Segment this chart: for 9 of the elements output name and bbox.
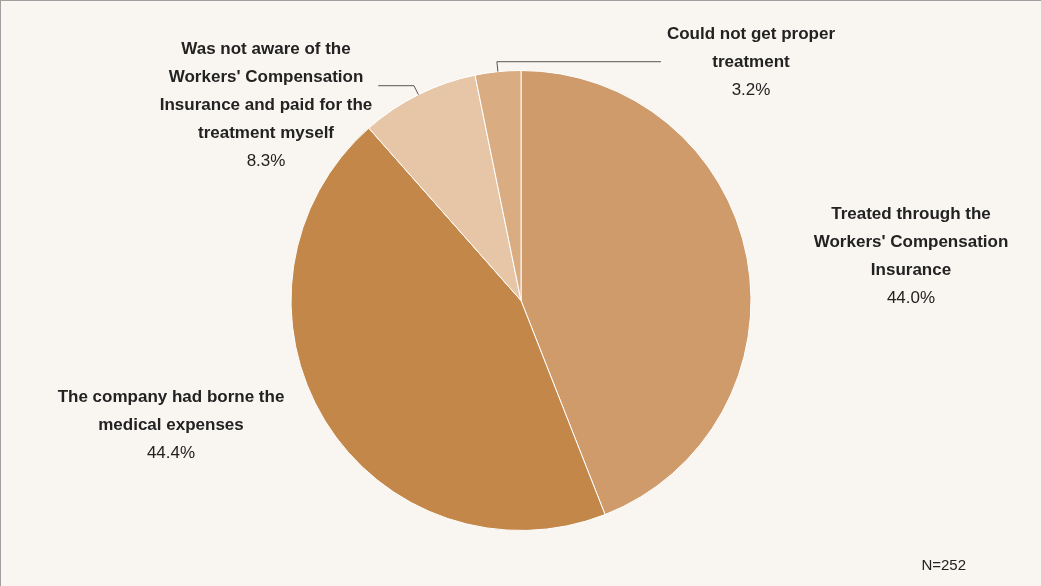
slice-label: Treated through the Workers' Compensation Insurance [813, 203, 1009, 279]
slice-label: The company had borne the medical expenses [57, 387, 285, 435]
text: N=252 [921, 556, 966, 574]
data-label: 8.3% [246, 151, 286, 171]
slice-label: Was not aware of the Workers' Compensation Insurance and paid for the treatment myself [159, 39, 373, 143]
data-label: 44.0% [886, 287, 936, 307]
data-label: 44.4% [146, 443, 196, 463]
data-label: 3.2% [731, 80, 771, 100]
slice-label: Could not get proper treatment [666, 24, 836, 72]
